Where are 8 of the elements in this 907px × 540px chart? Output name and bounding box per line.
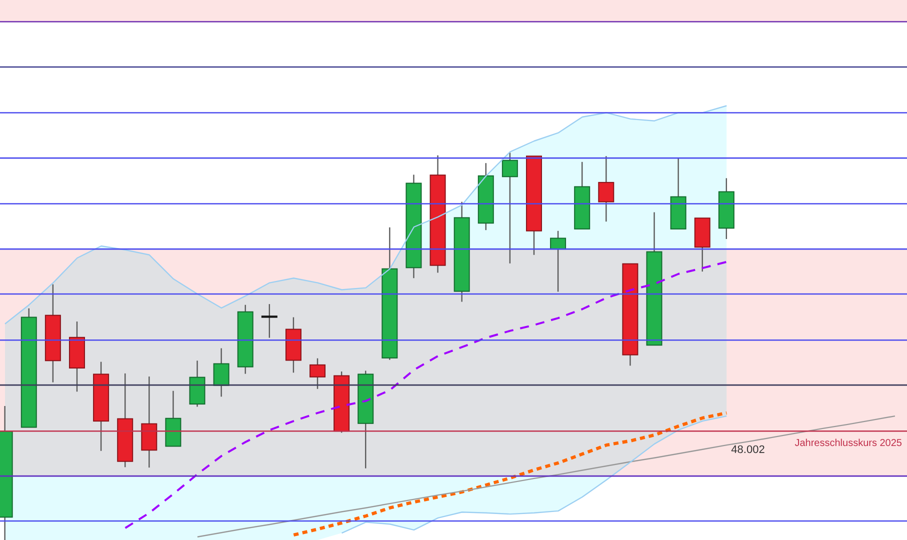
candlestick — [598, 156, 614, 222]
candlestick — [213, 348, 230, 398]
candlestick — [502, 152, 518, 264]
candlestick — [261, 303, 278, 338]
candlestick — [550, 230, 566, 292]
ref-line-label: Jahresschlusskurs 2025 — [794, 438, 902, 450]
candlestick — [310, 358, 326, 390]
annotation: 48.002 — [731, 444, 765, 456]
